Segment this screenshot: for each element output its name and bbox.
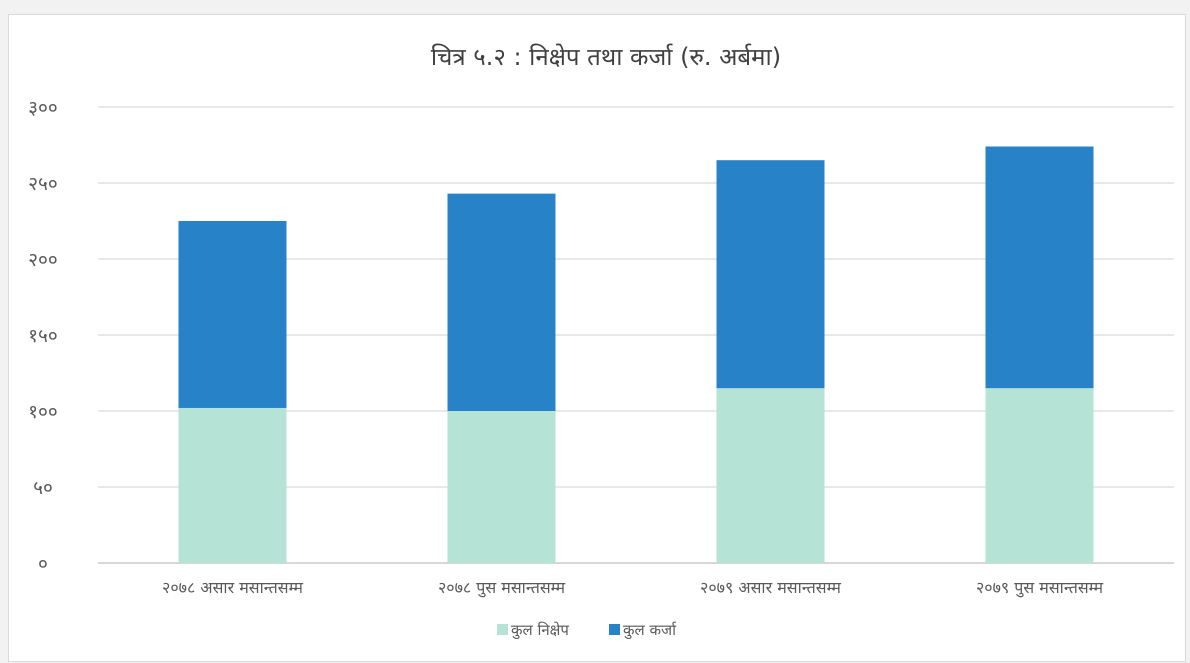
stacked-bar-chart: चित्र ५.२ : निक्षेप तथा कर्जा (रु. अर्बम… <box>28 43 1174 640</box>
y-tick-label: २५० <box>28 173 58 195</box>
legend-label: कुल कर्जा <box>623 621 677 640</box>
y-tick-label: ० <box>38 553 48 575</box>
bar-loan <box>985 146 1094 389</box>
bar-loan <box>178 221 287 408</box>
legend-swatch <box>609 624 620 635</box>
bar-loan <box>716 160 825 389</box>
x-category-label: २०७८ असार मसान्तसम्म <box>162 578 303 597</box>
y-tick-label: १०० <box>28 401 58 423</box>
y-tick-label: ३०० <box>28 97 58 119</box>
x-category-label: २०७९ असार मसान्तसम्म <box>700 578 841 597</box>
y-tick-label: २०० <box>28 249 58 271</box>
y-axis-tick-labels: ० ५० १०० १५० २०० २५० ३०० <box>28 97 58 575</box>
bars <box>178 146 1094 563</box>
legend-label: कुल निक्षेप <box>511 621 569 640</box>
bar-deposit <box>716 388 825 563</box>
y-tick-label: १५० <box>28 325 58 347</box>
y-tick-label: ५० <box>33 477 53 499</box>
x-category-label: २०७८ पुस मसान्तसम्म <box>438 578 566 598</box>
legend: कुल निक्षेप कुल कर्जा <box>497 621 677 640</box>
x-axis-category-labels: २०७८ असार मसान्तसम्म २०७८ पुस मसान्तसम्म २… <box>162 578 1103 598</box>
x-category-label: २०७९ पुस मसान्तसम्म <box>976 578 1104 598</box>
bar-deposit <box>447 411 556 563</box>
bar-deposit <box>178 407 287 563</box>
bar-loan <box>447 193 556 411</box>
legend-swatch <box>497 624 508 635</box>
bar-deposit <box>985 388 1094 563</box>
chart-frame: चित्र ५.२ : निक्षेप तथा कर्जा (रु. अर्बम… <box>8 14 1186 662</box>
chart-title: चित्र ५.२ : निक्षेप तथा कर्जा (रु. अर्बम… <box>431 43 781 71</box>
